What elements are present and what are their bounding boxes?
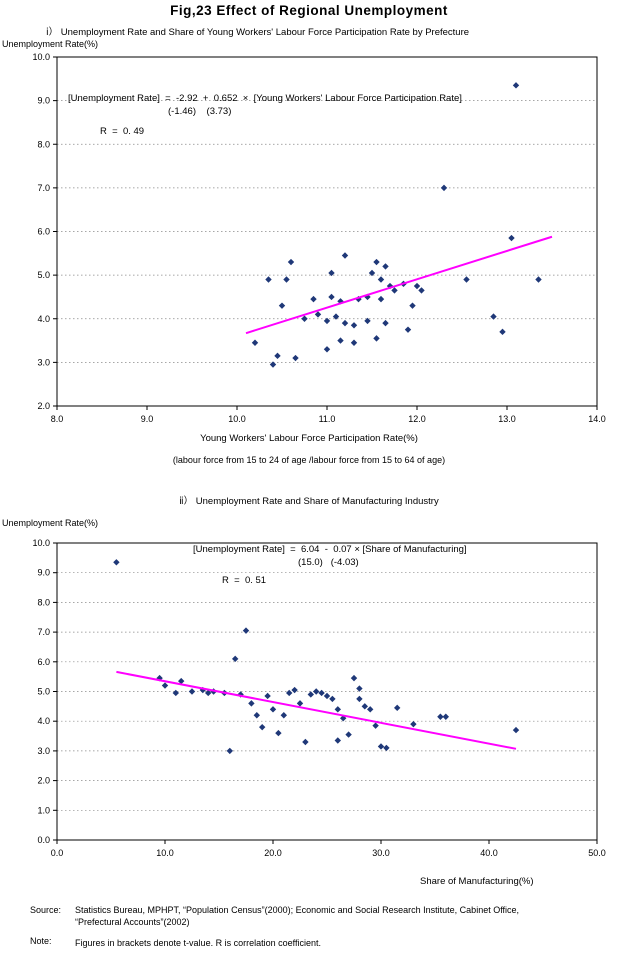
source-text-line2: “Prefectural Accounts”(2002) xyxy=(75,917,190,927)
svg-text:4.0: 4.0 xyxy=(37,314,50,324)
svg-text:7.0: 7.0 xyxy=(37,183,50,193)
svg-text:2.0: 2.0 xyxy=(37,401,50,411)
svg-text:7.0: 7.0 xyxy=(37,627,50,637)
svg-text:30.0: 30.0 xyxy=(372,848,390,858)
chart-2-y-axis-label: Unemployment Rate(%) xyxy=(2,518,99,528)
svg-text:3.0: 3.0 xyxy=(37,357,50,367)
chart-1-x-axis-note: (labour force from 15 to 24 of age /labo… xyxy=(172,455,446,465)
source-label: Source: xyxy=(30,905,62,915)
chart-1-scatter-plot: 2.0 3.0 4.0 5.0 6.0 7.0 8.0 9.0 10.0 8.0 9.0 10.0 11… xyxy=(32,52,606,424)
chart-2-t-values: (15.0) (-4.03) xyxy=(298,557,359,568)
svg-text:8.0: 8.0 xyxy=(51,414,64,424)
svg-text:2.0: 2.0 xyxy=(37,776,50,786)
chart-1-y-axis-label: Unemployment Rate(%) xyxy=(2,39,99,49)
chart-1-x-axis-label: Young Workers' Labour Force Participatio… xyxy=(200,433,418,444)
chart-2-scatter-plot: 0.0 1.0 2.0 3.0 4.0 5.0 6.0 7.0 8.0 9.0 10.0 0.0 10.… xyxy=(32,538,606,858)
chart-2-x-axis-label: Share of Manufacturing(%) xyxy=(420,876,534,887)
svg-text:8.0: 8.0 xyxy=(37,597,50,607)
svg-text:0.0: 0.0 xyxy=(51,848,64,858)
svg-text:10.0: 10.0 xyxy=(32,538,50,548)
svg-text:9.0: 9.0 xyxy=(141,414,154,424)
figure-title: Fig,23 Effect of Regional Unemployment xyxy=(170,3,448,18)
svg-text:12.0: 12.0 xyxy=(408,414,426,424)
note-text: Figures in brackets denote t-value. R is… xyxy=(75,938,321,948)
svg-text:10.0: 10.0 xyxy=(228,414,246,424)
svg-text:10.0: 10.0 xyxy=(32,52,50,62)
svg-text:0.0: 0.0 xyxy=(37,835,50,845)
svg-text:6.0: 6.0 xyxy=(37,657,50,667)
svg-text:1.0: 1.0 xyxy=(37,805,50,815)
chart-1-t-values: (-1.46) (3.73) xyxy=(168,106,232,117)
svg-text:8.0: 8.0 xyxy=(37,139,50,149)
chart-2-regression-equation: [Unemployment Rate] = 6.04 - 0.07 × [Sha… xyxy=(193,544,467,555)
chart-2-correlation-coefficient: R = 0. 51 xyxy=(222,575,267,586)
svg-text:11.0: 11.0 xyxy=(319,414,336,424)
section-1-title: ⅰ） Unemployment Rate and Share of Young … xyxy=(46,27,470,38)
note-label: Note: xyxy=(30,936,52,946)
source-text-line1: Statistics Bureau, MPHPT, “Population Ce… xyxy=(75,905,520,915)
svg-text:9.0: 9.0 xyxy=(37,568,50,578)
chart-1-regression-equation: [Unemployment Rate] = -2.92 + 0.652 × [Y… xyxy=(68,93,462,104)
svg-text:50.0: 50.0 xyxy=(588,848,606,858)
svg-text:6.0: 6.0 xyxy=(37,227,50,237)
section-2-title: ⅱ） Unemployment Rate and Share of Manufa… xyxy=(179,496,439,507)
svg-text:5.0: 5.0 xyxy=(37,687,50,697)
svg-text:14.0: 14.0 xyxy=(588,414,606,424)
svg-text:5.0: 5.0 xyxy=(37,270,50,280)
svg-text:10.0: 10.0 xyxy=(156,848,174,858)
svg-text:3.0: 3.0 xyxy=(37,746,50,756)
svg-text:20.0: 20.0 xyxy=(264,848,282,858)
svg-text:13.0: 13.0 xyxy=(498,414,516,424)
svg-text:40.0: 40.0 xyxy=(480,848,498,858)
svg-text:4.0: 4.0 xyxy=(37,716,50,726)
svg-text:9.0: 9.0 xyxy=(37,96,50,106)
chart-1-correlation-coefficient: R = 0. 49 xyxy=(100,126,145,137)
